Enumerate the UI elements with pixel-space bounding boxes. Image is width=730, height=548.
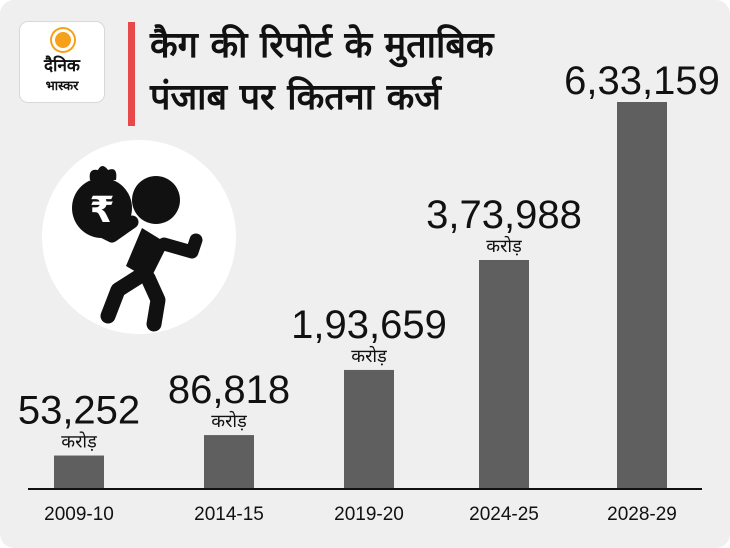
unit-label-2014-15: करोड़ [211,410,247,432]
x-tick-label-2014-15: 2014-15 [194,504,264,525]
value-label-2009-10: 53,252 [18,389,140,433]
bar-2009-10 [54,455,104,488]
logo-text-line2: भास्कर [45,79,79,94]
unit-label-2009-10: करोड़ [61,431,97,453]
bar-2024-25 [479,260,529,488]
bar-2028-29 [617,102,667,488]
value-label-2024-25: 3,73,988 [426,193,582,237]
unit-label-2024-25: करोड़ [486,235,522,257]
bar-2019-20 [344,369,394,488]
chart-title-line1: कैग की रिपोर्ट के मुताबिक [150,25,494,66]
title-accent-bar [128,22,135,126]
debt-burden-illustration: ₹ [42,140,236,334]
chart-title-line2: पंजाब पर कितना कर्ज [150,77,441,118]
man-carrying-rupee-money-bag-icon: ₹ [72,166,203,332]
logo-text-line1: दैनिक [44,56,80,76]
sun-icon [55,32,71,48]
x-tick-label-2019-20: 2019-20 [334,504,404,525]
value-label-2028-29: 6,33,159 [564,59,720,103]
x-tick-label-2028-29: 2028-29 [607,504,677,525]
unit-label-2019-20: करोड़ [351,345,387,367]
x-tick-label-2024-25: 2024-25 [469,504,539,525]
x-tick-label-2009-10: 2009-10 [44,504,114,525]
value-label-2019-20: 1,93,659 [291,303,447,347]
value-label-2014-15: 86,818 [168,368,290,412]
dainik-bhaskar-logo: दैनिक भास्कर [20,22,104,102]
bar-2014-15 [204,435,254,488]
